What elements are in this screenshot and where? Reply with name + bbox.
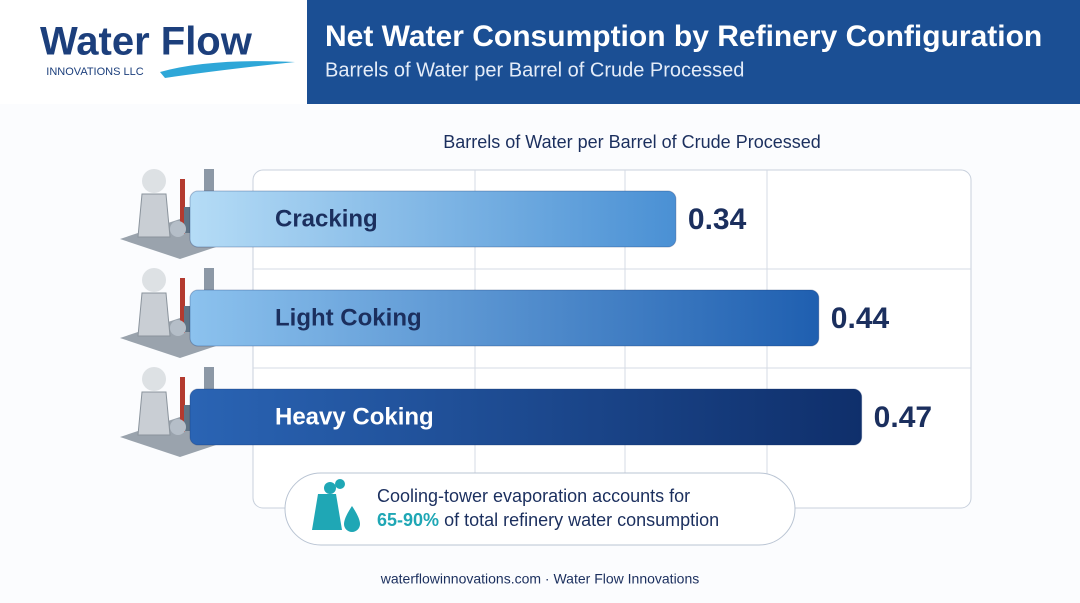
category-label: Cracking xyxy=(275,205,378,232)
header-band xyxy=(307,0,1080,104)
value-label: 0.47 xyxy=(874,401,932,434)
axis-title: Barrels of Water per Barrel of Crude Pro… xyxy=(443,132,820,152)
category-label: Heavy Coking xyxy=(275,403,434,430)
bar xyxy=(189,190,677,248)
value-label: 0.34 xyxy=(688,203,747,236)
logo-sub: INNOVATIONS LLC xyxy=(46,66,143,78)
logo-wave xyxy=(160,61,295,78)
callout-text: Cooling-tower evaporation accounts for xyxy=(377,486,690,506)
bar xyxy=(189,388,863,446)
callout-text: 65-90% of total refinery water consumpti… xyxy=(377,510,719,530)
value-label: 0.44 xyxy=(831,302,890,335)
subtitle: Barrels of Water per Barrel of Crude Pro… xyxy=(325,59,744,81)
logo-box xyxy=(0,0,307,104)
callout xyxy=(284,472,796,546)
callout-highlight: 65-90% xyxy=(377,510,439,530)
callout-icon xyxy=(312,479,360,532)
title: Net Water Consumption by Refinery Config… xyxy=(325,20,1042,53)
callout-text: of total refinery water consumption xyxy=(444,510,719,530)
logo-name: Water Flow xyxy=(40,20,253,64)
footer: waterflowinnovations.com · Water Flow In… xyxy=(380,571,700,587)
category-label: Light Coking xyxy=(275,304,422,331)
bar xyxy=(189,289,820,347)
